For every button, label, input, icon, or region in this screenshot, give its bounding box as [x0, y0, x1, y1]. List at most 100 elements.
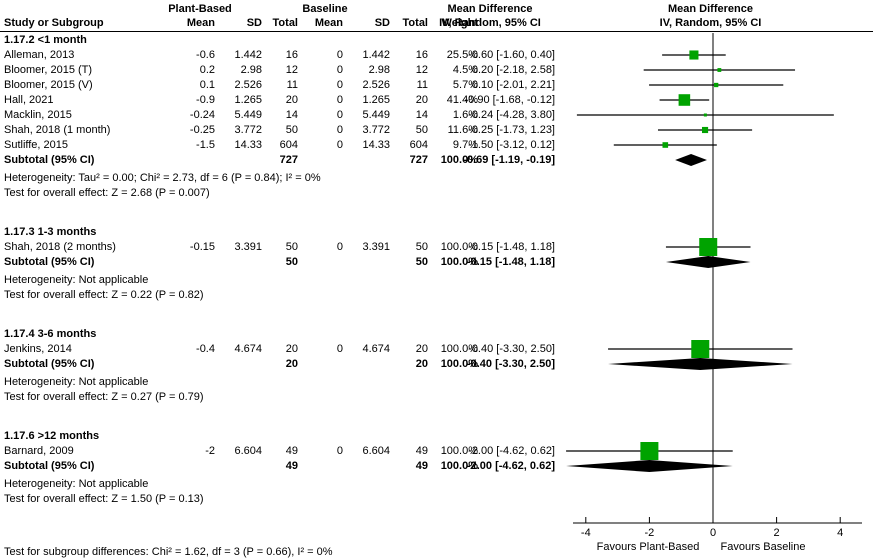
- subtotal-diamond: [566, 460, 733, 472]
- cell: 5.449: [362, 109, 390, 121]
- study-name: Alleman, 2013: [4, 49, 75, 61]
- cell: 6.604: [362, 445, 390, 457]
- study-name: Bloomer, 2015 (T): [4, 64, 93, 76]
- group-header-plant-based: Plant-Based: [168, 3, 232, 15]
- ci-text: 0.10 [-2.01, 2.21]: [471, 79, 555, 91]
- cell: 49: [415, 460, 428, 472]
- cell: -0.6: [196, 49, 215, 61]
- effect-square: [662, 142, 669, 148]
- study-name: Jenkins, 2014: [4, 343, 72, 355]
- axis-tick-label: 2: [774, 527, 780, 539]
- cell: 16: [285, 49, 298, 61]
- cell: 727: [279, 154, 298, 166]
- ci-text: -0.15 [-1.48, 1.18]: [468, 241, 555, 253]
- cell: 100.0%: [440, 445, 478, 457]
- heterogeneity-text: Heterogeneity: Not applicable: [4, 478, 149, 490]
- subgroup-title: 1.17.3 1-3 months: [0, 225, 873, 240]
- col-header-sd-1: SD: [246, 17, 262, 29]
- heterogeneity-row: Heterogeneity: Tau² = 0.00; Chi² = 2.73,…: [0, 171, 873, 186]
- study-row: Shah, 2018 (1 month) -0.25 3.772 50 0 3.772 50…: [0, 123, 873, 138]
- cell: -0.15: [189, 241, 215, 253]
- cell: 14: [415, 109, 428, 121]
- subtotal-row: Subtotal (95% CI) 49 49 100.0% -2.00 [-4.62,…: [0, 459, 873, 474]
- md-header-right-title: Mean Difference: [668, 3, 753, 15]
- cell: 50: [285, 241, 298, 253]
- cell: 0: [336, 241, 343, 253]
- cell: 14.33: [234, 139, 262, 151]
- cell: 100.0%: [440, 241, 478, 253]
- overall-effect-text: Test for overall effect: Z = 0.27 (P = 0…: [4, 391, 204, 403]
- cell: 0: [336, 445, 343, 457]
- md-header-left-title: Mean Difference: [447, 3, 533, 15]
- effect-square: [703, 113, 707, 117]
- overall-effect-row: Test for overall effect: Z = 1.50 (P = 0…: [0, 492, 873, 507]
- subgroup-title: 1.17.4 3-6 months: [0, 327, 873, 342]
- effect-square: [717, 68, 722, 72]
- subgroup-differences-note: Test for subgroup differences: Chi² = 1.…: [4, 546, 333, 558]
- subgroup-label: 1.17.2 <1 month: [4, 34, 87, 46]
- cell: 3.772: [362, 124, 390, 136]
- study-row: Bloomer, 2015 (T) 0.2 2.98 12 0 2.98 12 4.5% 0.2…: [0, 63, 873, 78]
- cell: 0: [336, 139, 343, 151]
- md-header-right-subtitle: IV, Random, 95% CI: [659, 17, 762, 29]
- cell: 20: [415, 343, 428, 355]
- cell: 50: [415, 124, 428, 136]
- cell: 100.0%: [440, 460, 478, 472]
- effect-square: [689, 50, 699, 60]
- cell: 50: [415, 241, 428, 253]
- ci-text: -0.15 [-1.48, 1.18]: [466, 256, 555, 268]
- cell: 604: [409, 139, 428, 151]
- subtotal-row: Subtotal (95% CI) 727 727 100.0% -0.69 [-1.1…: [0, 153, 873, 168]
- cell: 5.7%: [452, 79, 478, 91]
- overall-effect-text: Test for overall effect: Z = 0.22 (P = 0…: [4, 289, 204, 301]
- ci-text: -0.90 [-1.68, -0.12]: [464, 94, 556, 106]
- subtotal-row: Subtotal (95% CI) 20 20 100.0% -0.40 [-3.30,…: [0, 357, 873, 372]
- overall-effect-text: Test for overall effect: Z = 1.50 (P = 0…: [4, 493, 204, 505]
- subgroup-label: 1.17.6 >12 months: [4, 430, 100, 442]
- cell: 1.265: [234, 94, 262, 106]
- cell: 0.2: [199, 64, 215, 76]
- ci-text: -0.24 [-4.28, 3.80]: [468, 109, 555, 121]
- cell: 4.674: [362, 343, 390, 355]
- cell: -0.9: [196, 94, 215, 106]
- heterogeneity-text: Heterogeneity: Not applicable: [4, 376, 149, 388]
- col-header-study: Study or Subgroup: [4, 17, 104, 29]
- md-header-left-subtitle: IV, Random, 95% CI: [439, 17, 541, 29]
- cell: 25.5%: [446, 49, 478, 61]
- effect-square: [714, 82, 719, 88]
- overall-effect-row: Test for overall effect: Z = 0.22 (P = 0…: [0, 288, 873, 303]
- subtotal-diamond: [675, 154, 707, 166]
- cell: 50: [415, 256, 428, 268]
- cell: 11: [416, 79, 428, 91]
- study-row: Alleman, 2013 -0.6 1.442 16 0 1.442 16 25.5% -0.…: [0, 48, 873, 63]
- subtotal-diamond: [665, 256, 751, 268]
- axis-tick-label: 0: [710, 527, 716, 539]
- cell: 1.265: [362, 94, 390, 106]
- ci-text: -0.69 [-1.19, -0.19]: [463, 154, 555, 166]
- subtotal-diamond: [608, 358, 793, 370]
- study-name: Hall, 2021: [4, 94, 54, 106]
- cell: -0.25: [189, 124, 215, 136]
- col-header-total-5: Total: [402, 17, 428, 29]
- subtotal-label: Subtotal (95% CI): [4, 154, 95, 166]
- heterogeneity-row: Heterogeneity: Not applicable: [0, 375, 873, 390]
- study-name: Sutliffe, 2015: [4, 139, 69, 151]
- cell: -1.5: [196, 139, 215, 151]
- cell: 100.0%: [440, 154, 478, 166]
- subtotal-label: Subtotal (95% CI): [4, 460, 95, 472]
- favours-right-label: Favours Baseline: [721, 541, 806, 553]
- overall-effect-text: Test for overall effect: Z = 2.68 (P = 0…: [4, 187, 210, 199]
- cell: 1.6%: [452, 109, 478, 121]
- cell: 1.442: [362, 49, 390, 61]
- heterogeneity-row: Heterogeneity: Not applicable: [0, 477, 873, 492]
- cell: 3.391: [362, 241, 390, 253]
- cell: 2.98: [368, 64, 390, 76]
- subgroup-title: 1.17.2 <1 month: [0, 33, 873, 48]
- cell: 50: [285, 256, 298, 268]
- cell: 20: [415, 358, 428, 370]
- effect-square: [691, 340, 710, 358]
- heterogeneity-text: Heterogeneity: Tau² = 0.00; Chi² = 2.73,…: [4, 172, 321, 184]
- effect-square: [678, 94, 691, 106]
- cell: 41.4%: [446, 94, 478, 106]
- effect-square: [699, 238, 718, 256]
